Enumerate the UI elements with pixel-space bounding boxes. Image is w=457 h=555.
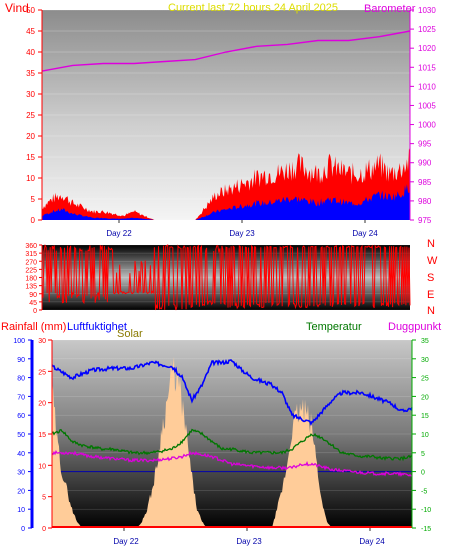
- humidity-tick-label: 100: [13, 338, 25, 345]
- humidity-tick-label: 50: [17, 432, 25, 439]
- rain-tick-label: 25: [38, 369, 46, 376]
- temperature-tick-label: -5: [421, 488, 427, 495]
- temperature-tick-label: 30: [421, 357, 429, 364]
- humidity-tick-label: 60: [17, 413, 25, 420]
- temperature-tick-label: -15: [421, 526, 431, 533]
- humidity-tick-label: 10: [17, 507, 25, 514]
- temp-x-label: Day 22: [113, 537, 139, 546]
- barometer-tick-label: 1000: [418, 121, 436, 130]
- temperature-tick-label: 10: [421, 432, 429, 439]
- humidity-tick-label: 0: [21, 526, 25, 533]
- humidity-line: [51, 358, 413, 427]
- barometer-tick-label: 995: [418, 140, 432, 149]
- temperature-tick-label: 25: [421, 376, 429, 383]
- solar-title: Solar: [117, 328, 143, 340]
- barometer-tick-label: 1020: [418, 44, 436, 53]
- humidity-tick-label: 20: [17, 488, 25, 495]
- rain-tick-label: 5: [42, 495, 46, 502]
- direction-tick-label: 0: [33, 308, 37, 315]
- barometer-tick-label: 1015: [418, 63, 436, 72]
- wind-tick-label: 20: [26, 132, 35, 141]
- wind-tick-label: 5: [31, 195, 36, 204]
- humidity-tick-label: 30: [17, 470, 25, 477]
- direction-tick-label: 90: [29, 292, 37, 299]
- barometer-tick-label: 975: [418, 216, 432, 225]
- wind-tick-label: 40: [26, 48, 35, 57]
- dewpoint-title: Duggpunkt: [388, 321, 441, 333]
- temperature-tick-label: -10: [421, 507, 431, 514]
- compass-label: W: [427, 255, 438, 267]
- dewpoint-line: [51, 449, 413, 477]
- rain-tick-label: 0: [42, 526, 46, 533]
- wind-x-label: Day 24: [352, 229, 378, 238]
- humidity-tick-label: 70: [17, 394, 25, 401]
- temperature-tick-label: 15: [421, 413, 429, 420]
- barometer-line: [41, 30, 411, 72]
- wind-x-label: Day 23: [229, 229, 255, 238]
- wind-tick-label: 10: [26, 174, 35, 183]
- wind-title: Vind: [5, 1, 29, 15]
- temperature-line: [51, 428, 413, 462]
- humidity-tick-label: 90: [17, 357, 25, 364]
- direction-tick-label: 315: [25, 251, 37, 258]
- temp-panel-bg: [52, 340, 412, 528]
- barometer-tick-label: 980: [418, 197, 432, 206]
- compass-label: S: [427, 272, 434, 284]
- compass-label: N: [427, 238, 435, 250]
- compass-label: N: [427, 305, 435, 317]
- rain-tick-label: 20: [38, 401, 46, 408]
- wind-tick-label: 50: [26, 6, 35, 15]
- direction-tick-label: 270: [25, 259, 37, 266]
- humidity-tick-label: 40: [17, 451, 25, 458]
- direction-tick-label: 360: [25, 243, 37, 250]
- temp-x-label: Day 24: [359, 537, 385, 546]
- direction-tick-label: 180: [25, 276, 37, 283]
- barometer-tick-label: 1030: [418, 6, 436, 15]
- direction-tick-label: 135: [25, 284, 37, 291]
- wind-tick-label: 30: [26, 90, 35, 99]
- chart-title: Current last 72 hours 24 April 2025: [168, 2, 338, 14]
- rain-tick-label: 10: [38, 463, 46, 470]
- barometer-title: Barometer: [364, 3, 416, 15]
- barometer-tick-label: 1005: [418, 101, 436, 110]
- wind-tick-label: 15: [26, 153, 35, 162]
- compass-label: E: [427, 289, 434, 301]
- humidity-title: Luftfuktighet: [67, 321, 127, 333]
- temperature-tick-label: 5: [421, 451, 425, 458]
- direction-tick-label: 45: [29, 300, 37, 307]
- temp-x-label: Day 23: [236, 537, 262, 546]
- temperature-tick-label: 20: [421, 394, 429, 401]
- temperature-tick-label: 35: [421, 338, 429, 345]
- temperature-title: Temperatur: [306, 321, 362, 333]
- rainfall-title: Rainfall (mm): [1, 321, 66, 333]
- rain-tick-label: 30: [38, 338, 46, 345]
- rain-tick-label: 15: [38, 432, 46, 439]
- humidity-tick-label: 80: [17, 376, 25, 383]
- barometer-tick-label: 990: [418, 159, 432, 168]
- wind-direction-trace: [41, 243, 411, 311]
- direction-tick-label: 225: [25, 267, 37, 274]
- wind-tick-label: 45: [26, 27, 35, 36]
- average-wind-area: [42, 184, 410, 220]
- wind-tick-label: 35: [26, 69, 35, 78]
- barometer-tick-label: 1010: [418, 82, 436, 91]
- wind-tick-label: 0: [31, 216, 36, 225]
- wind-x-label: Day 22: [106, 229, 132, 238]
- temperature-tick-label: 0: [421, 470, 425, 477]
- barometer-tick-label: 1025: [418, 25, 436, 34]
- barometer-tick-label: 985: [418, 178, 432, 187]
- wind-tick-label: 25: [26, 111, 35, 120]
